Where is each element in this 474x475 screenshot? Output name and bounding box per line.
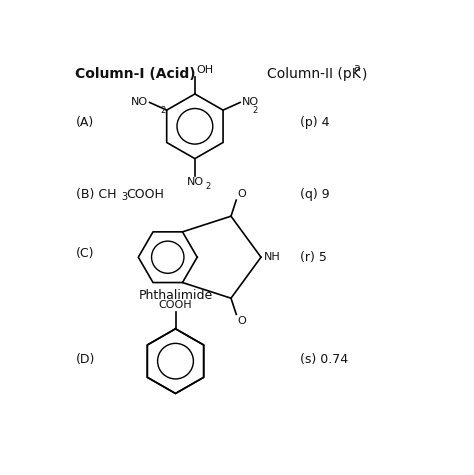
Text: NO: NO (131, 96, 148, 107)
Text: 2: 2 (161, 105, 166, 114)
Text: ): ) (362, 67, 367, 81)
Text: O: O (238, 316, 246, 326)
Text: NO: NO (242, 96, 259, 107)
Text: (q) 9: (q) 9 (300, 188, 329, 200)
Text: (p) 4: (p) 4 (300, 116, 329, 129)
Text: (B) CH: (B) CH (76, 188, 117, 200)
Text: (A): (A) (76, 116, 94, 129)
Text: OH: OH (196, 65, 214, 75)
Text: Phthalimide: Phthalimide (138, 289, 213, 302)
Text: COOH: COOH (127, 188, 164, 200)
Text: Column-II (pK: Column-II (pK (267, 67, 361, 81)
Text: COOH: COOH (159, 300, 192, 310)
Text: 3: 3 (121, 192, 128, 202)
Text: NO: NO (187, 177, 204, 187)
Text: (s) 0.74: (s) 0.74 (300, 353, 347, 366)
Text: 2: 2 (253, 105, 258, 114)
Text: O: O (238, 189, 246, 199)
Text: NH: NH (264, 252, 281, 262)
Text: Column-I (Acid): Column-I (Acid) (75, 67, 195, 81)
Text: 2: 2 (206, 182, 211, 191)
Text: (C): (C) (76, 247, 95, 260)
Text: (r) 5: (r) 5 (300, 251, 327, 264)
Text: (D): (D) (76, 353, 96, 366)
Text: a: a (354, 63, 361, 73)
